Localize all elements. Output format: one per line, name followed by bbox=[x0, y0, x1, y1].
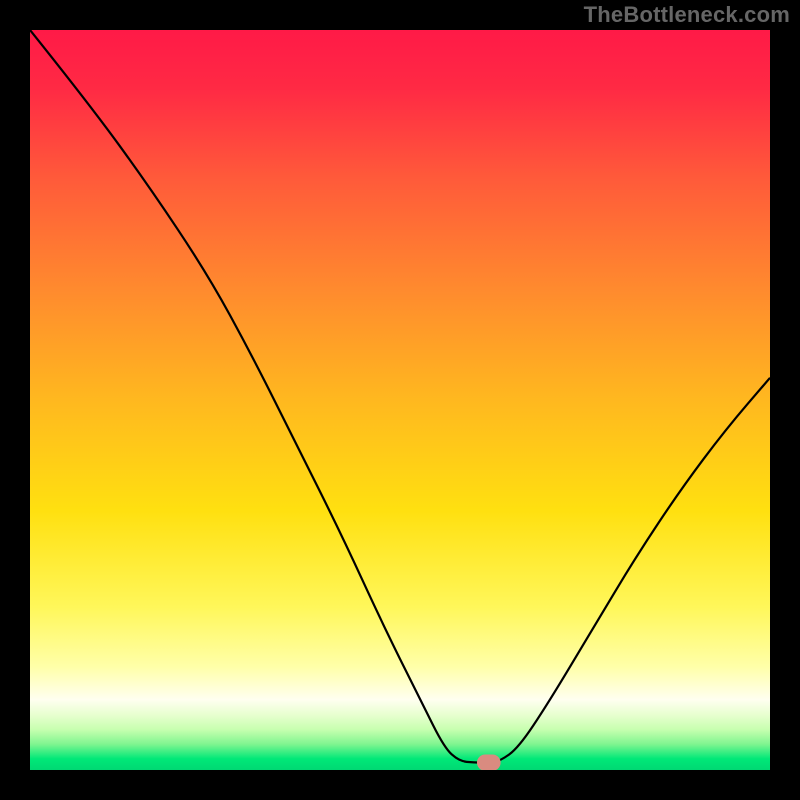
chart-frame: TheBottleneck.com bbox=[0, 0, 800, 800]
plot-area bbox=[30, 30, 770, 770]
bottleneck-chart-svg bbox=[30, 30, 770, 770]
optimal-point-marker bbox=[477, 754, 501, 770]
watermark-text: TheBottleneck.com bbox=[584, 2, 790, 28]
